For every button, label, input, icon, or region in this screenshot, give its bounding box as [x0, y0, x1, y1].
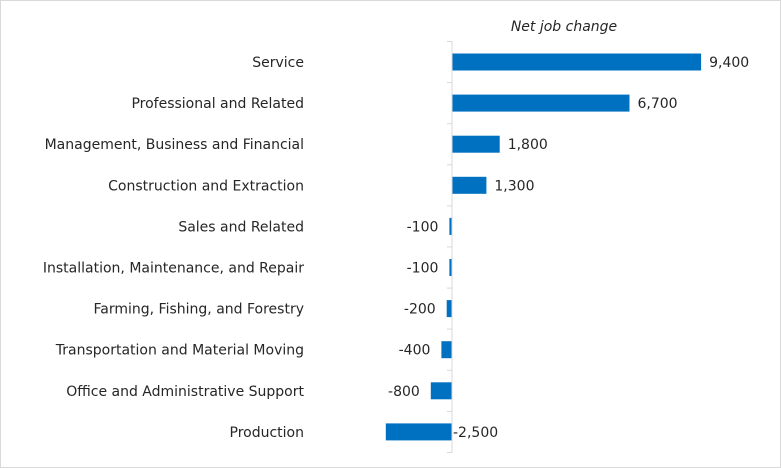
chart-title: Net job change [511, 19, 617, 35]
bar-7 [441, 341, 452, 359]
category-label-9: Production [230, 425, 304, 441]
value-label-7: -400 [399, 343, 431, 359]
value-label-3: 1,300 [494, 178, 534, 194]
value-label-1: 6,700 [638, 96, 678, 112]
value-label-9: -2,500 [453, 425, 498, 441]
category-label-5: Installation, Maintenance, and Repair [43, 261, 304, 277]
value-label-6: -200 [404, 302, 436, 318]
axis-layer [447, 41, 453, 453]
category-label-7: Transportation and Material Moving [55, 343, 304, 359]
category-label-2: Management, Business and Financial [45, 137, 304, 153]
bar-4 [449, 217, 452, 235]
value-label-8: -800 [388, 384, 420, 400]
bar-5 [449, 259, 452, 276]
category-label-3: Construction and Extraction [108, 178, 304, 194]
bar-8 [430, 382, 452, 400]
value-label-5: -100 [407, 261, 439, 277]
bar-2 [452, 135, 500, 153]
bar-1 [452, 94, 630, 112]
bar-9 [385, 423, 453, 441]
value-label-2: 1,800 [508, 137, 548, 153]
category-label-8: Office and Administrative Support [66, 384, 304, 400]
value-label-4: -100 [407, 219, 439, 235]
category-label-6: Farming, Fishing, and Forestry [94, 302, 304, 318]
category-label-1: Professional and Related [131, 96, 304, 112]
bars-layer [385, 53, 702, 441]
bar-0 [452, 53, 702, 71]
value-label-0: 9,400 [709, 55, 749, 71]
category-label-4: Sales and Related [178, 219, 304, 235]
labels-layer: Service 9,400 Professional and Related 6,70… [43, 55, 749, 441]
bar-6 [446, 300, 452, 318]
bar-3 [452, 176, 487, 194]
category-label-0: Service [252, 55, 304, 71]
